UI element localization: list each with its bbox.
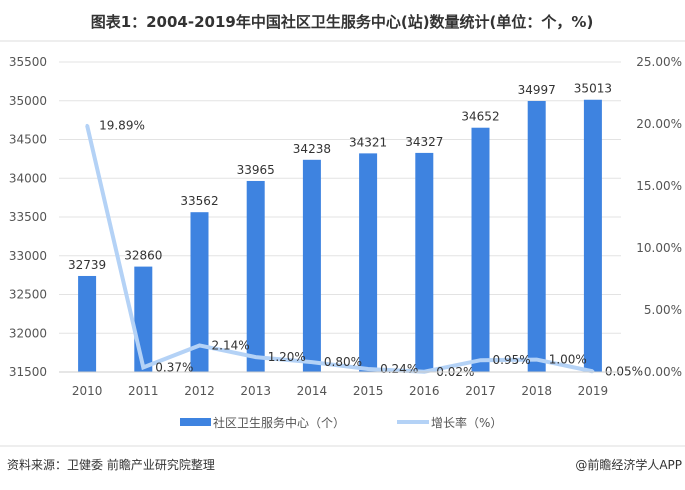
line-point bbox=[310, 360, 314, 364]
line-point bbox=[85, 123, 89, 127]
legend-label-bar: 社区卫生服务中心（个） bbox=[213, 415, 345, 430]
x-tick-label: 2017 bbox=[465, 384, 496, 398]
bar bbox=[415, 152, 434, 372]
bar bbox=[302, 159, 321, 372]
bar bbox=[527, 100, 546, 373]
x-tick-label: 2015 bbox=[353, 384, 384, 398]
bar-value-label: 32739 bbox=[68, 258, 106, 272]
source-note: 资料来源：卫健委 前瞻产业研究院整理 bbox=[7, 457, 215, 472]
x-tick-label: 2018 bbox=[521, 384, 552, 398]
line-point bbox=[254, 355, 258, 359]
line-value-label: 1.20% bbox=[268, 350, 306, 364]
x-tick-label: 2013 bbox=[240, 384, 271, 398]
right-tick-label: 15.00% bbox=[636, 179, 682, 193]
left-tick-label: 33000 bbox=[9, 249, 47, 263]
right-tick-label: 0.00% bbox=[644, 365, 682, 379]
x-tick-label: 2011 bbox=[128, 384, 159, 398]
x-tick-label: 2019 bbox=[578, 384, 609, 398]
growth-line bbox=[85, 124, 594, 374]
bar bbox=[583, 99, 602, 373]
bar bbox=[134, 266, 153, 372]
legend-label-line: 增长率（%） bbox=[431, 415, 502, 430]
brand-credit: @前瞻经济学人APP bbox=[575, 457, 682, 472]
left-tick-label: 34000 bbox=[9, 171, 47, 185]
bar bbox=[246, 180, 265, 372]
line-value-label: 0.80% bbox=[324, 355, 362, 369]
right-tick-label: 20.00% bbox=[636, 117, 682, 131]
bar-value-label: 34327 bbox=[405, 135, 443, 149]
legend: 社区卫生服务中心（个） 增长率（%） bbox=[180, 415, 502, 430]
chart-title: 图表1：2004-2019年中国社区卫生服务中心(站)数量统计(单位：个，%) bbox=[91, 13, 594, 31]
line-value-label: 1.00% bbox=[549, 353, 587, 367]
line-value-label: 0.37% bbox=[155, 360, 193, 374]
line-point bbox=[535, 358, 539, 362]
bar-value-label: 33965 bbox=[237, 163, 275, 177]
legend-swatch-bar bbox=[180, 418, 211, 426]
right-tick-label: 5.00% bbox=[644, 303, 682, 317]
left-tick-label: 31500 bbox=[9, 365, 47, 379]
line-value-label: 2.14% bbox=[212, 338, 250, 352]
bar-value-label: 34997 bbox=[518, 83, 556, 97]
line-value-label: 19.89% bbox=[99, 118, 145, 132]
line-value-label: 0.95% bbox=[493, 353, 531, 367]
line-point bbox=[198, 343, 201, 347]
right-tick-label: 25.00% bbox=[636, 55, 682, 69]
line-point bbox=[141, 365, 145, 369]
x-tick-label: 2012 bbox=[184, 384, 215, 398]
bar-value-label: 33562 bbox=[180, 194, 218, 208]
left-tick-label: 32000 bbox=[9, 326, 47, 340]
bar bbox=[471, 127, 490, 372]
bar-value-label: 34652 bbox=[461, 110, 499, 124]
x-tick-label: 2016 bbox=[409, 384, 440, 398]
x-tick-label: 2014 bbox=[297, 384, 328, 398]
line-point bbox=[366, 367, 370, 371]
x-tick-label: 2010 bbox=[72, 384, 103, 398]
left-tick-label: 35000 bbox=[9, 94, 47, 108]
line-value-label: 0.24% bbox=[380, 362, 418, 376]
right-tick-label: 10.00% bbox=[636, 241, 682, 255]
bar-value-label: 34238 bbox=[293, 142, 331, 156]
bar bbox=[190, 212, 209, 372]
bar-value-label: 35013 bbox=[574, 82, 612, 96]
line-value-label: 0.05% bbox=[605, 364, 643, 378]
bar-value-label: 34321 bbox=[349, 135, 387, 149]
line-point bbox=[479, 358, 482, 362]
left-tick-label: 32500 bbox=[9, 288, 47, 302]
bar-value-label: 32860 bbox=[124, 249, 162, 263]
bar bbox=[359, 153, 378, 372]
left-tick-label: 35500 bbox=[9, 55, 47, 69]
bar bbox=[78, 275, 97, 372]
left-tick-label: 33500 bbox=[9, 210, 47, 224]
left-tick-label: 34500 bbox=[9, 133, 47, 147]
